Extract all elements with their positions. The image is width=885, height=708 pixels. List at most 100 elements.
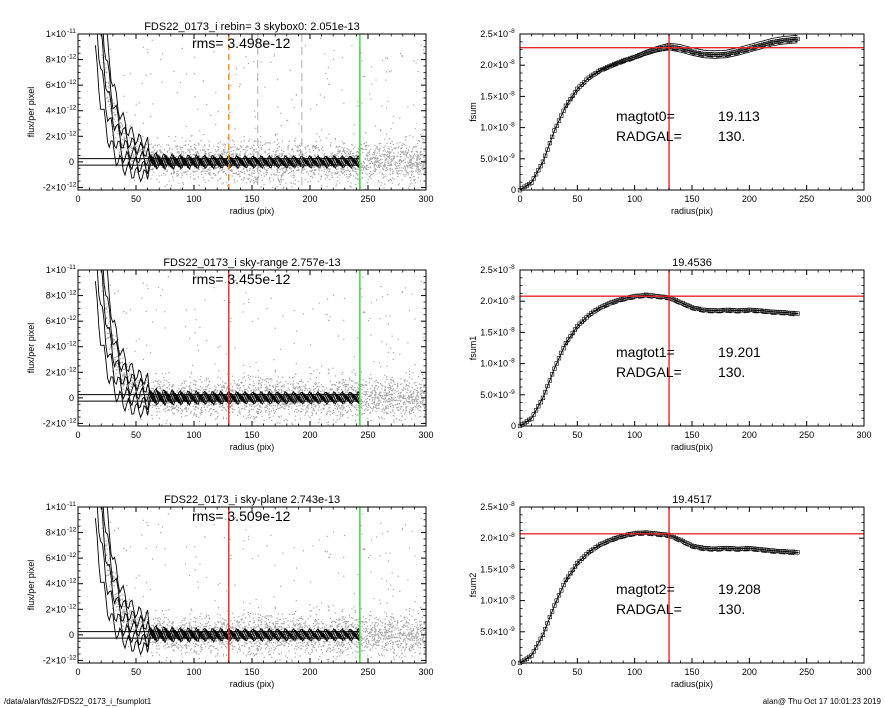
data-point [266, 404, 269, 406]
data-point [377, 157, 379, 160]
data-point [376, 397, 378, 399]
data-point [260, 386, 263, 388]
data-point [276, 422, 278, 424]
data-point [257, 318, 259, 320]
data-point [377, 160, 379, 162]
data-point [219, 141, 221, 143]
data-point [325, 174, 328, 176]
data-point [349, 152, 352, 154]
data-point [151, 39, 153, 41]
data-point [221, 409, 223, 411]
data-point [347, 417, 349, 419]
data-point [726, 51, 731, 56]
data-point [116, 376, 118, 378]
data-point [276, 147, 279, 149]
data-point [408, 376, 411, 378]
data-point [339, 412, 342, 414]
data-point [156, 178, 158, 181]
data-point [328, 171, 330, 173]
data-point [247, 177, 249, 180]
data-point [181, 409, 183, 411]
data-point [245, 151, 247, 153]
data-point [421, 142, 424, 144]
data-point [199, 326, 201, 328]
data-point [219, 390, 221, 392]
data-point [378, 142, 380, 145]
data-point [269, 384, 271, 386]
data-point [154, 149, 156, 151]
data-point [208, 172, 210, 174]
data-point [265, 389, 268, 392]
data-point [193, 143, 195, 146]
data-point [243, 157, 245, 159]
data-point [161, 151, 163, 154]
data-point [308, 404, 310, 406]
data-point [129, 391, 131, 393]
data-point [104, 71, 106, 73]
data-point [350, 388, 352, 390]
data-point [288, 406, 290, 408]
data-point [264, 390, 266, 392]
data-point [397, 173, 400, 175]
data-point [280, 174, 282, 176]
data-point [239, 83, 241, 85]
data-point [317, 154, 319, 156]
data-point [268, 152, 270, 155]
data-point [146, 156, 148, 158]
data-point [208, 380, 211, 382]
data-point [391, 376, 393, 378]
data-point [424, 168, 426, 171]
data-point [247, 170, 249, 172]
data-point [387, 164, 390, 167]
data-point [552, 128, 557, 133]
data-point [129, 155, 131, 157]
data-point [169, 147, 171, 149]
data-point [250, 174, 252, 177]
data-point [417, 405, 419, 407]
data-point [126, 372, 128, 374]
data-point [381, 105, 383, 107]
profile-line [102, 34, 361, 167]
data-point [192, 157, 194, 159]
data-point [747, 46, 752, 51]
data-point [326, 314, 328, 316]
data-point [145, 160, 148, 162]
data-point [397, 165, 399, 167]
data-point [712, 52, 718, 57]
data-point [181, 146, 183, 149]
data-point [285, 168, 287, 171]
x-tick-label: 250 [799, 194, 814, 204]
data-point [199, 166, 201, 168]
data-point [422, 391, 424, 393]
data-point [400, 383, 402, 386]
data-point [123, 132, 125, 134]
data-point [415, 396, 417, 398]
data-point [98, 234, 99, 235]
data-point [309, 367, 311, 369]
data-point [646, 49, 651, 54]
data-point [328, 391, 330, 394]
data-point [391, 397, 393, 399]
data-point [420, 167, 423, 169]
data-point [383, 391, 385, 394]
data-point [234, 200, 235, 201]
data-point [373, 153, 376, 155]
data-point [245, 389, 247, 391]
data-point [408, 401, 410, 403]
data-point [408, 398, 410, 400]
plot-area [78, 234, 426, 426]
data-point [336, 390, 338, 392]
data-point [385, 408, 387, 410]
data-point [191, 390, 193, 392]
data-point [254, 177, 256, 179]
data-point [398, 165, 400, 167]
x-tick-label: 100 [186, 194, 201, 204]
data-point [200, 156, 203, 158]
data-point [391, 140, 393, 142]
data-point [243, 372, 245, 374]
data-point [369, 167, 371, 169]
data-point [197, 163, 200, 165]
data-point [306, 405, 308, 407]
data-point [108, 86, 110, 88]
data-point [174, 140, 176, 142]
